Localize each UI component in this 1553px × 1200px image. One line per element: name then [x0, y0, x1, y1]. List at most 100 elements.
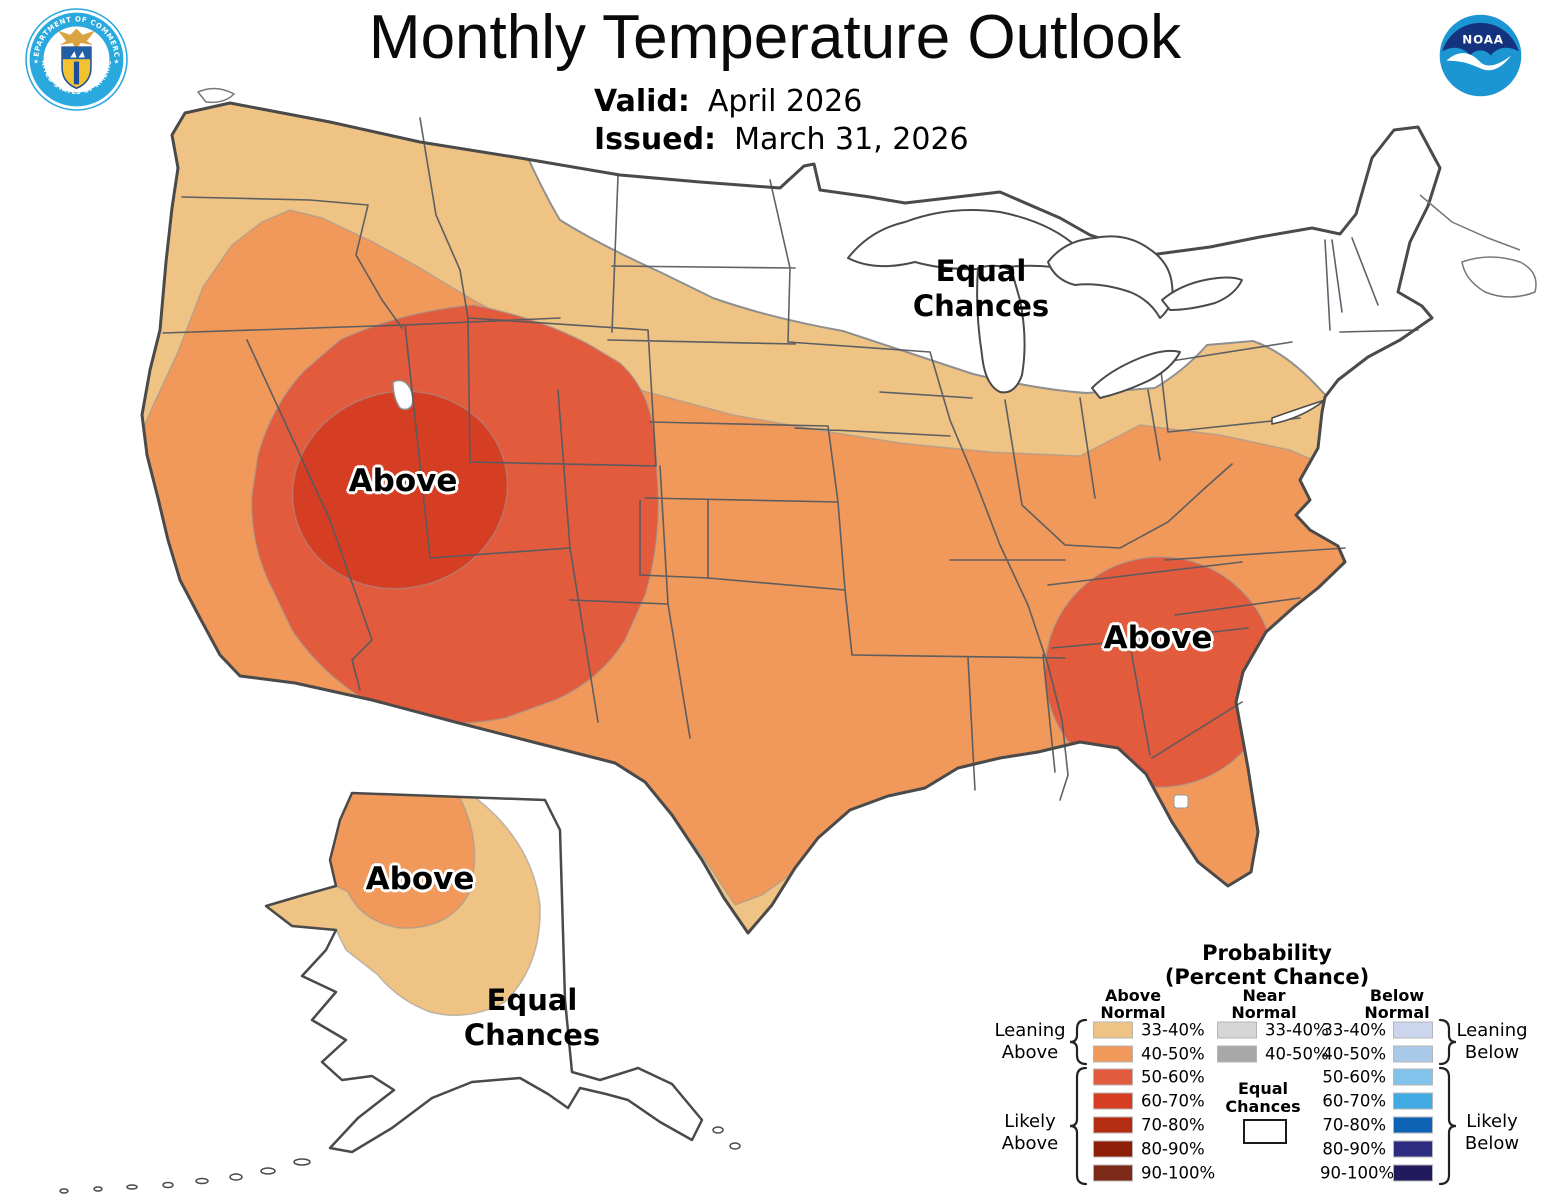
alaska-region: [59, 791, 741, 1194]
legend-range-below-80-90: 80-90%: [1322, 1139, 1386, 1159]
map-label-midwest-equal: Equal: [935, 254, 1027, 288]
likely-below-line1: Likely: [1466, 1111, 1518, 1132]
seal-star-left: ★: [33, 59, 39, 66]
leaning-above-line1: Leaning: [994, 1020, 1066, 1041]
seagull-icon: [1446, 52, 1512, 71]
lake-ontario: [1161, 276, 1243, 311]
valid-value: April 2026: [707, 84, 863, 119]
legend-swatch-above-50-60: [1093, 1068, 1133, 1086]
legend-above-header: Above Normal: [1073, 987, 1193, 1021]
map-label-southeast-above: Above: [1103, 620, 1213, 656]
legend-group-likely-above: Likely Above: [975, 1111, 1085, 1155]
seal-eagle-icon: [57, 28, 96, 50]
legend-below-header: Below Normal: [1337, 987, 1457, 1021]
legend-near-header: Near Normal: [1204, 987, 1324, 1021]
legend-range-below-33-40: 33-40%: [1322, 1020, 1386, 1040]
legend-equal-chances-label: Equal Chances: [1203, 1080, 1323, 1116]
leaning-below-line2: Below: [1464, 1042, 1520, 1063]
legend-swatch-near-33-40: [1217, 1021, 1257, 1039]
legend-equal-line2: Chances: [1225, 1097, 1301, 1116]
long-island: [1271, 399, 1326, 425]
alaska-region-40-50: [329, 793, 476, 929]
nova-scotia: [1461, 256, 1537, 298]
issued-label: Issued:: [594, 122, 717, 157]
great-salt-lake: [392, 379, 414, 411]
legend-swatch-below-70-80: [1393, 1116, 1433, 1134]
map-label-alaska-above: Above: [365, 861, 475, 897]
lake-michigan: [976, 264, 1026, 394]
legend-swatch-below-40-50: [1393, 1045, 1433, 1063]
brace-likely-below: [1438, 1066, 1457, 1186]
map-label-midwest-equal-chances: Equal Chances: [913, 254, 1049, 324]
alaska-outline: [264, 791, 704, 1154]
issued-line: Issued: March 31, 2026: [594, 122, 969, 157]
likely-below-line2: Below: [1464, 1133, 1520, 1154]
legend-swatch-below-80-90: [1393, 1140, 1433, 1158]
legend-swatch-above-80-90: [1093, 1140, 1133, 1158]
legend-swatch-below-90-100: [1393, 1164, 1433, 1182]
legend-near-header-line1: Near: [1242, 986, 1286, 1005]
map-label-alaska-chances: Chances: [463, 1018, 601, 1052]
legend-equal-chances-swatch: [1243, 1119, 1287, 1144]
state-boundaries: [162, 117, 1419, 801]
noaa-logo-text: NOAA: [1462, 33, 1504, 47]
conus-region: [140, 87, 1537, 935]
legend-swatch-above-60-70: [1093, 1092, 1133, 1110]
map-label-alaska-equal: Equal: [486, 983, 578, 1017]
legend-swatch-above-33-40: [1093, 1021, 1133, 1039]
legend-group-likely-below: Likely Below: [1437, 1111, 1547, 1155]
legend-group-leaning-above: Leaning Above: [975, 1020, 1085, 1064]
brace-leaning-below: [1438, 1018, 1457, 1066]
legend-below-header-line1: Below: [1369, 986, 1425, 1005]
brace-leaning-above: [1069, 1018, 1088, 1066]
legend-range-above-40-50: 40-50%: [1141, 1044, 1205, 1064]
legend-title-line2: (Percent Chance): [1164, 965, 1370, 989]
legend-range-above-90-100: 90-100%: [1141, 1163, 1216, 1183]
legend-title: Probability (Percent Chance): [1117, 941, 1417, 989]
lake-erie: [1091, 349, 1181, 399]
canada-coast-details: [196, 87, 1537, 425]
leaning-below-line1: Leaning: [1456, 1020, 1528, 1041]
lake-okeechobee: [1173, 794, 1189, 809]
noaa-logo-dark-field: [1442, 22, 1519, 56]
aleutian-islands: [59, 1126, 741, 1194]
legend-swatch-below-50-60: [1393, 1068, 1433, 1086]
legend-range-below-70-80: 70-80%: [1322, 1115, 1386, 1135]
seal-shield-icon: [61, 46, 92, 90]
legend-range-below-60-70: 60-70%: [1322, 1091, 1386, 1111]
vancouver-island: [196, 87, 236, 104]
likely-above-line1: Likely: [1004, 1111, 1056, 1132]
brace-likely-above: [1069, 1066, 1088, 1186]
legend-near-header-line2: Normal: [1231, 1003, 1297, 1022]
legend-equal-line1: Equal: [1237, 1079, 1289, 1098]
legend-swatch-below-60-70: [1393, 1092, 1433, 1110]
legend-range-near-33-40: 33-40%: [1265, 1020, 1329, 1040]
map-label-west-above: Above: [348, 463, 458, 499]
new-brunswick-coast: [1419, 194, 1521, 251]
legend-range-above-70-80: 70-80%: [1141, 1115, 1205, 1135]
valid-label: Valid:: [594, 84, 690, 119]
likely-above-line2: Above: [1001, 1133, 1059, 1154]
legend-swatch-above-70-80: [1093, 1116, 1133, 1134]
legend-above-header-line1: Above: [1104, 986, 1162, 1005]
legend-above-header-line2: Normal: [1100, 1003, 1166, 1022]
legend-range-near-40-50: 40-50%: [1265, 1044, 1329, 1064]
legend-braces: [1069, 1018, 1457, 1186]
conus-outline: [140, 101, 1442, 935]
legend-below-header-line2: Normal: [1364, 1003, 1430, 1022]
noaa-logo: NOAA: [1439, 14, 1522, 97]
legend-title-line1: Probability: [1202, 941, 1332, 965]
legend-swatch-above-40-50: [1093, 1045, 1133, 1063]
legend-range-below-50-60: 50-60%: [1322, 1067, 1386, 1087]
page-title: Monthly Temperature Outlook: [368, 3, 1182, 72]
legend-swatch-below-33-40: [1393, 1021, 1433, 1039]
valid-line: Valid: April 2026: [594, 84, 862, 119]
map-label-midwest-chances: Chances: [912, 289, 1050, 323]
leaning-above-line2: Above: [1001, 1042, 1059, 1063]
legend-swatch-near-40-50: [1217, 1045, 1257, 1063]
legend-range-above-60-70: 60-70%: [1141, 1091, 1205, 1111]
legend-range-below-90-100: 90-100%: [1320, 1163, 1395, 1183]
map-label-alaska-equal-chances: Equal Chances: [464, 983, 600, 1053]
